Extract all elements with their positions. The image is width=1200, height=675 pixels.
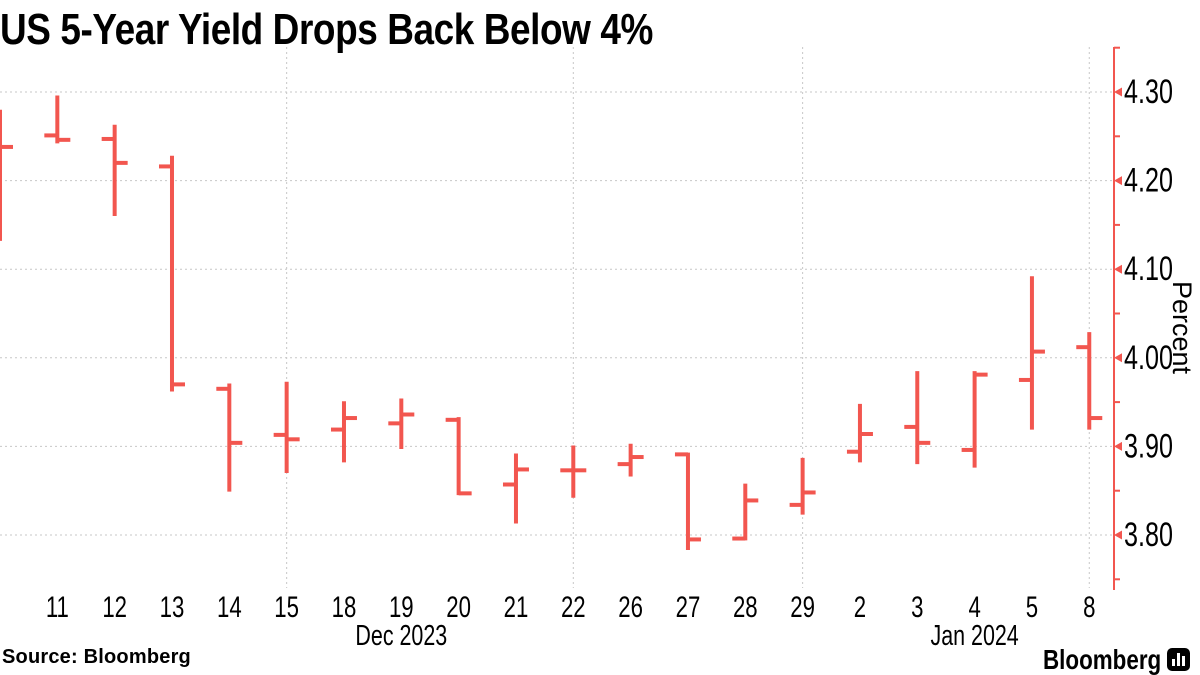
bloomberg-logo-text: Bloomberg (1043, 644, 1162, 675)
bar-chart-icon (1167, 648, 1190, 671)
x-axis-tick-label: 5 (1026, 590, 1038, 624)
y-axis-tick-label: 4.00 (1124, 339, 1173, 377)
x-axis-tick-label: 21 (504, 590, 529, 624)
chart-title: US 5-Year Yield Drops Back Below 4% (0, 5, 653, 54)
x-axis-tick-label: 22 (561, 590, 586, 624)
y-axis-major-tick (1114, 87, 1122, 97)
x-axis-tick-label: 2 (854, 590, 866, 624)
x-axis-tick-label: 28 (733, 590, 758, 624)
x-axis-tick-label: 29 (790, 590, 815, 624)
x-axis-tick-label: 14 (217, 590, 242, 624)
y-axis-tick-label: 4.30 (1124, 73, 1173, 111)
x-axis-tick-label: 26 (618, 590, 643, 624)
x-axis-tick-label: 11 (46, 590, 69, 624)
y-axis-title: Percent (1167, 281, 1197, 375)
x-axis-tick-label: 18 (332, 590, 357, 624)
x-axis-month-label: Jan 2024 (930, 620, 1018, 652)
y-axis-tick-label: 3.90 (1124, 428, 1173, 466)
y-axis-tick-label: 4.20 (1124, 162, 1173, 200)
y-axis-tick-label: 3.80 (1124, 516, 1173, 554)
x-axis-tick-label: 15 (274, 590, 299, 624)
x-axis-tick-label: 8 (1083, 590, 1095, 624)
x-axis-tick-label: 12 (102, 590, 127, 624)
x-axis-tick-label: 13 (160, 590, 185, 624)
x-axis-tick-label: 27 (676, 590, 701, 624)
x-axis-month-label: Dec 2023 (355, 620, 447, 652)
y-axis-tick-label: 4.10 (1124, 251, 1173, 289)
x-axis-tick-label: 19 (389, 590, 414, 624)
y-axis-major-tick (1114, 176, 1122, 186)
y-axis-major-tick (1114, 530, 1122, 540)
x-axis-tick-label: 20 (446, 590, 471, 624)
y-axis-major-tick (1114, 264, 1122, 274)
y-axis-major-tick (1114, 441, 1122, 451)
x-axis-tick-label: 4 (968, 590, 980, 624)
source-attribution: Source: Bloomberg (2, 646, 191, 668)
y-axis-major-tick (1114, 353, 1122, 363)
x-axis-tick-label: 3 (911, 590, 923, 624)
